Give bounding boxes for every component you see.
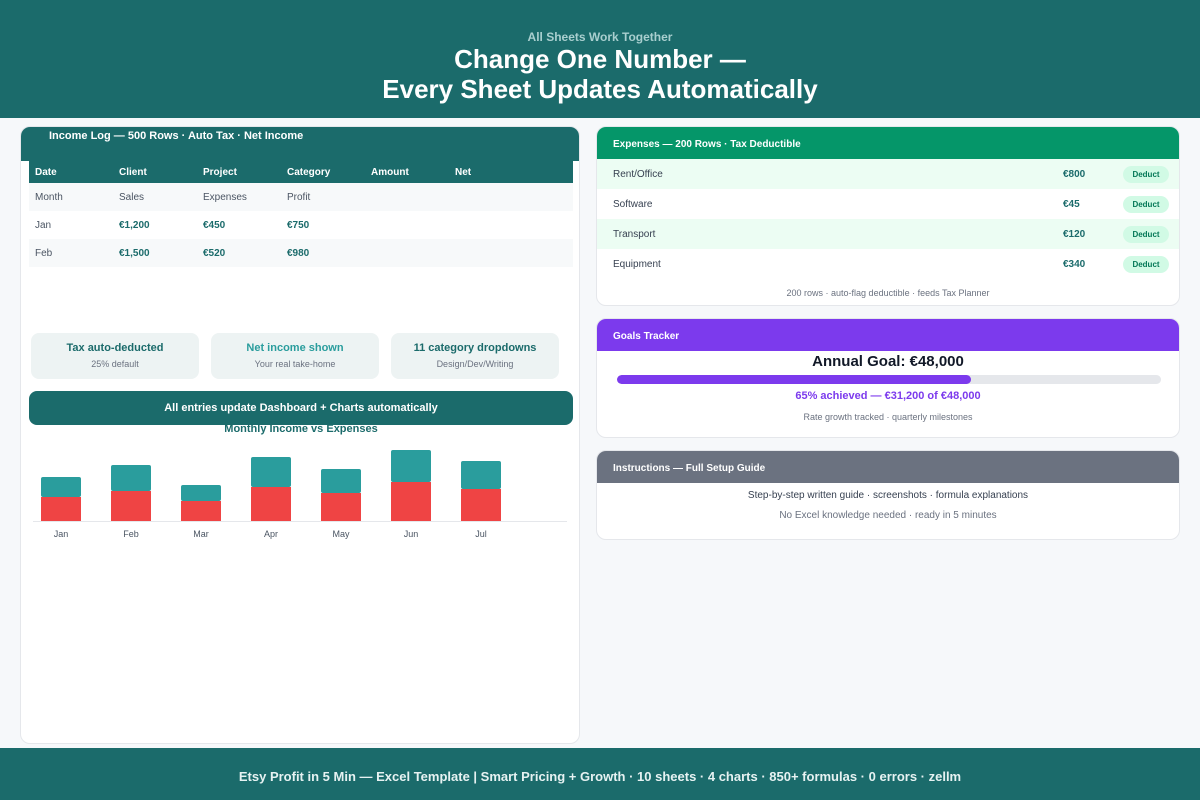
feature-card-categories: 11 category dropdowns Design/Dev/Writing bbox=[391, 333, 559, 379]
table-row[interactable]: Jan €1,200 €450 €750 bbox=[29, 211, 573, 239]
column-header-project[interactable]: Project bbox=[203, 166, 237, 178]
column-header-date[interactable]: Date bbox=[35, 166, 57, 178]
instructions-line1: Step-by-step written guide · screenshots… bbox=[747, 490, 1029, 501]
goals-header: Goals Tracker bbox=[597, 319, 1179, 351]
x-tick-label: Jul bbox=[475, 529, 487, 539]
table-cell[interactable]: €450 bbox=[203, 219, 226, 231]
table-cell[interactable]: €520 bbox=[203, 247, 226, 259]
table-cell[interactable]: €1,500 bbox=[119, 247, 150, 259]
auto-update-banner: All entries update Dashboard + Charts au… bbox=[29, 391, 573, 425]
column-header-amount[interactable]: Amount bbox=[371, 166, 409, 178]
income-log-panel: Income Log — 500 Rows · Auto Tax · Net I… bbox=[20, 126, 580, 744]
bar-jun-segment-0[interactable] bbox=[391, 482, 431, 521]
goals-panel: Goals Tracker Annual Goal: €48,000 65% a… bbox=[596, 318, 1180, 438]
hero-header: All Sheets Work Together Change One Numb… bbox=[0, 0, 1200, 118]
expense-amount: €340 bbox=[1063, 258, 1086, 270]
expense-row[interactable]: Equipment €340 Deduct bbox=[597, 249, 1179, 279]
x-tick-label: Jan bbox=[54, 529, 69, 539]
bar-apr-segment-1[interactable] bbox=[251, 457, 291, 487]
bar-jul-segment-1[interactable] bbox=[461, 461, 501, 489]
deduct-badge[interactable]: Deduct bbox=[1123, 255, 1169, 273]
hero-title: Change One Number — Every Sheet Updates … bbox=[0, 44, 1200, 104]
feature-subtitle: Your real take-home bbox=[254, 359, 336, 369]
expense-name: Rent/Office bbox=[613, 168, 663, 180]
column-header-net[interactable]: Net bbox=[455, 166, 472, 178]
table-cell[interactable]: €980 bbox=[287, 247, 310, 259]
instructions-line2: No Excel knowledge needed · ready in 5 m… bbox=[779, 510, 997, 521]
expense-row[interactable]: Rent/Office €800 Deduct bbox=[597, 159, 1179, 189]
hero-title-line2: Every Sheet Updates Automatically bbox=[382, 74, 818, 104]
feature-title: Tax auto-deducted bbox=[66, 342, 164, 354]
table-cell[interactable]: Profit bbox=[287, 191, 311, 203]
footer-bar: Etsy Profit in 5 Min — Excel Template | … bbox=[0, 748, 1200, 800]
deduct-badge[interactable]: Deduct bbox=[1123, 225, 1169, 243]
table-cell[interactable]: Expenses bbox=[203, 191, 247, 203]
income-log-header: Income Log — 500 Rows · Auto Tax · Net I… bbox=[21, 127, 579, 161]
bar-jun-segment-1[interactable] bbox=[391, 450, 431, 482]
bar-mar-segment-1[interactable] bbox=[181, 485, 221, 501]
table-header-row: Date Client Project Category Amount Net bbox=[29, 161, 573, 183]
goal-progress-text: 65% achieved — €31,200 of €48,000 bbox=[795, 390, 981, 402]
column-header-category[interactable]: Category bbox=[287, 166, 331, 178]
annual-goal-title: Annual Goal: €48,000 bbox=[812, 353, 964, 370]
expense-amount: €800 bbox=[1063, 168, 1086, 180]
deduct-badge[interactable]: Deduct bbox=[1123, 165, 1169, 183]
bar-may-segment-0[interactable] bbox=[321, 493, 361, 521]
feature-title: 11 category dropdowns bbox=[413, 342, 537, 354]
table-cell[interactable]: €750 bbox=[287, 219, 310, 231]
goal-note: Rate growth tracked · quarterly mileston… bbox=[803, 412, 973, 422]
x-tick-label: Feb bbox=[123, 529, 139, 539]
income-table: Date Client Project Category Amount Net … bbox=[29, 161, 573, 267]
x-tick-label: Apr bbox=[264, 529, 278, 539]
table-cell[interactable]: Sales bbox=[119, 191, 145, 203]
deduct-badge[interactable]: Deduct bbox=[1123, 195, 1169, 213]
expense-amount: €120 bbox=[1063, 228, 1086, 240]
bar-feb-segment-1[interactable] bbox=[111, 465, 151, 491]
expenses-panel: Expenses — 200 Rows · Tax Deductible Ren… bbox=[596, 126, 1180, 306]
expense-name: Equipment bbox=[613, 258, 661, 270]
bar-jan-segment-0[interactable] bbox=[41, 497, 81, 521]
instructions-header: Instructions — Full Setup Guide bbox=[597, 451, 1179, 483]
column-header-client[interactable]: Client bbox=[119, 166, 147, 178]
feature-card-net-income: Net income shown Your real take-home bbox=[211, 333, 379, 379]
table-cell[interactable]: €1,200 bbox=[119, 219, 150, 231]
goal-progress-fill bbox=[617, 375, 971, 384]
hero-eyebrow: All Sheets Work Together bbox=[527, 30, 673, 44]
expenses-note: 200 rows · auto-flag deductible · feeds … bbox=[786, 288, 990, 298]
hero-title-line1: Change One Number — bbox=[454, 44, 746, 74]
feature-subtitle: Design/Dev/Writing bbox=[436, 359, 514, 369]
instructions-panel: Instructions — Full Setup Guide Step-by-… bbox=[596, 450, 1180, 540]
expenses-header: Expenses — 200 Rows · Tax Deductible bbox=[597, 127, 1179, 159]
table-row[interactable]: Month Sales Expenses Profit bbox=[29, 183, 573, 211]
x-tick-label: May bbox=[332, 529, 350, 539]
bar-mar-segment-0[interactable] bbox=[181, 501, 221, 521]
table-cell[interactable]: Feb bbox=[35, 247, 53, 259]
x-tick-label: Jun bbox=[404, 529, 419, 539]
bar-feb-segment-0[interactable] bbox=[111, 491, 151, 521]
bar-jan-segment-1[interactable] bbox=[41, 477, 81, 497]
feature-card-tax: Tax auto-deducted 25% default bbox=[31, 333, 199, 379]
bar-may-segment-1[interactable] bbox=[321, 469, 361, 493]
feature-subtitle: 25% default bbox=[91, 359, 139, 369]
chart-title: Monthly Income vs Expenses bbox=[224, 423, 378, 435]
expense-row[interactable]: Software €45 Deduct bbox=[597, 189, 1179, 219]
table-cell[interactable]: Jan bbox=[35, 219, 52, 231]
feature-title: Net income shown bbox=[246, 342, 344, 354]
bar-apr-segment-0[interactable] bbox=[251, 487, 291, 521]
expense-row[interactable]: Transport €120 Deduct bbox=[597, 219, 1179, 249]
table-cell[interactable]: Month bbox=[35, 191, 63, 203]
table-row[interactable]: Feb €1,500 €520 €980 bbox=[29, 239, 573, 267]
expense-name: Transport bbox=[613, 228, 656, 240]
bar-jul-segment-0[interactable] bbox=[461, 489, 501, 521]
monthly-income-chart: Jan Feb Mar Apr May Jun Jul bbox=[33, 450, 567, 539]
expense-name: Software bbox=[613, 198, 653, 210]
goal-progress-bar bbox=[617, 375, 1161, 384]
expense-amount: €45 bbox=[1063, 198, 1080, 210]
x-tick-label: Mar bbox=[193, 529, 209, 539]
